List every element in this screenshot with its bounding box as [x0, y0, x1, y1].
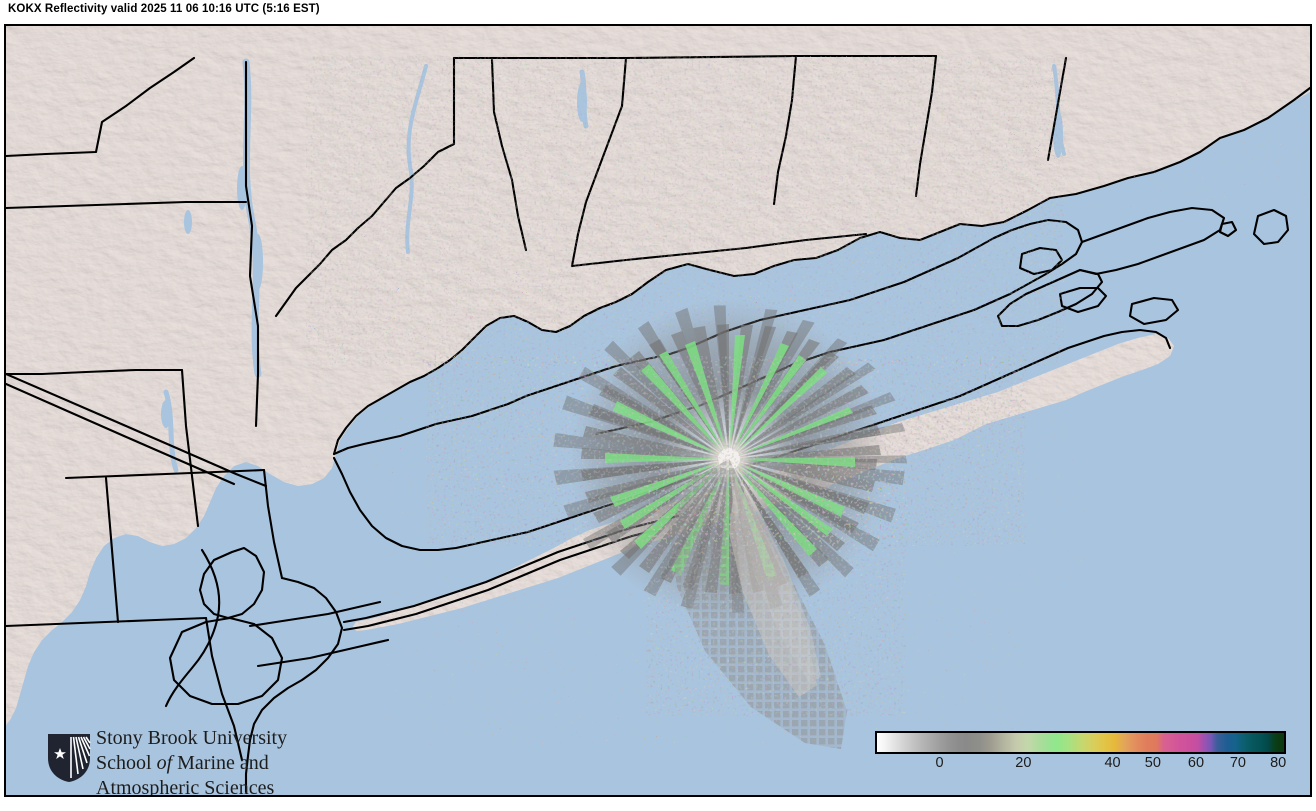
- colorbar-tick-20: 20: [1015, 755, 1032, 771]
- sbu-line-2a: School: [96, 752, 157, 774]
- sbu-shield-icon: [48, 734, 91, 782]
- colorbar-tick-80: 80: [1270, 755, 1287, 771]
- colorbar-tick-70: 70: [1229, 755, 1246, 771]
- sbu-line-2: School of Marine and: [96, 751, 308, 776]
- sbu-logo: Stony Brook University School of Marine …: [46, 726, 308, 795]
- reflectivity-colorbar: 0 20 40 50 60 70 80: [875, 731, 1287, 789]
- radar-echo-layer: [286, 56, 1306, 749]
- colorbar-tick-50: 50: [1144, 755, 1161, 771]
- sbu-wordmark: Stony Brook University School of Marine …: [96, 726, 308, 795]
- title-bar: KOKX Reflectivity valid 2025 11 06 10:16…: [0, 0, 1316, 22]
- sbu-line-3: Atmospheric Sciences: [96, 777, 275, 795]
- sbu-line-2c: Marine and: [172, 752, 269, 774]
- sbu-line-1: Stony Brook University: [96, 727, 288, 749]
- colorbar-tick-labels: 0 20 40 50 60 70 80: [875, 755, 1286, 777]
- colorbar-tick-60: 60: [1187, 755, 1205, 771]
- colorbar-gradient: [875, 731, 1286, 754]
- colorbar-tick-40: 40: [1104, 755, 1121, 771]
- radar-map-frame[interactable]: Stony Brook University School of Marine …: [4, 24, 1312, 797]
- radar-map-canvas[interactable]: Stony Brook University School of Marine …: [6, 26, 1310, 795]
- colorbar-tick-0: 0: [935, 755, 944, 771]
- sbu-line-2b: of: [156, 752, 173, 774]
- page-title: KOKX Reflectivity valid 2025 11 06 10:16…: [8, 3, 320, 15]
